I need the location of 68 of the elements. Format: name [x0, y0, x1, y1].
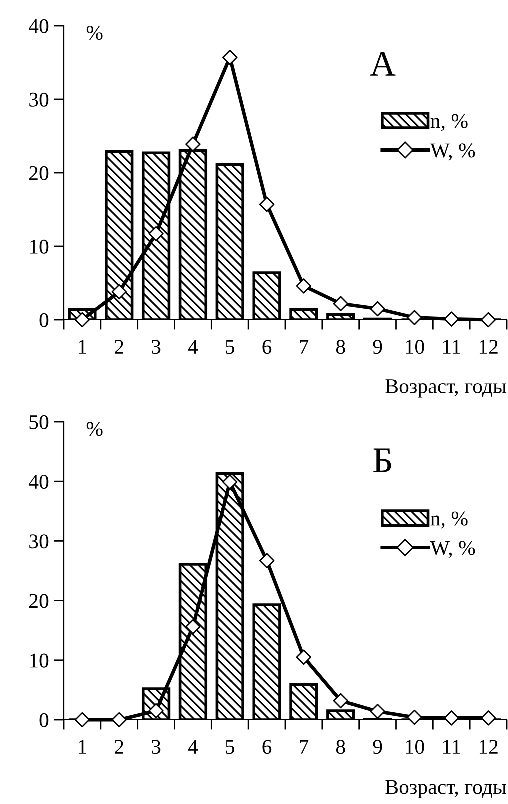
x-tick-label: 11: [443, 340, 460, 354]
point: [74, 312, 90, 328]
x-tick-label: 10: [406, 740, 424, 754]
x-tick-label: 1: [79, 740, 86, 754]
point: [259, 196, 275, 212]
point: [186, 619, 201, 635]
point: [74, 712, 90, 728]
x-tick-label: 6: [262, 740, 272, 754]
x-tick-label: 4: [188, 340, 198, 354]
y-tick-label: 30: [30, 534, 49, 549]
y-tick-label: 20: [30, 594, 49, 608]
point: [296, 650, 312, 666]
text: Б: [374, 448, 392, 472]
point: [370, 301, 386, 317]
x-tick-label: 9: [373, 740, 382, 754]
point: [333, 296, 349, 312]
y-tick-label: 30: [30, 92, 49, 107]
x-tick-label: 7: [300, 340, 309, 354]
x-tick-label: 8: [336, 740, 346, 754]
point: [480, 312, 496, 328]
y-tick-label: 10: [30, 654, 49, 668]
x-tick-label: 2: [115, 340, 124, 354]
x-tick-label: 12: [480, 340, 498, 354]
x-axis-title: Возраст, годы: [386, 780, 507, 798]
x-tick-label: 4: [188, 740, 198, 754]
y-tick-label: 50: [30, 415, 49, 430]
x-tick-label: 3: [152, 340, 161, 354]
point: [444, 312, 460, 327]
x-tick-label: 5: [226, 340, 235, 354]
x-tick-label: 11: [443, 740, 460, 754]
x-tick-label: 12: [480, 740, 498, 754]
text: А: [370, 52, 396, 76]
point: [112, 284, 128, 300]
x-tick-label: 6: [262, 340, 272, 354]
point: [222, 474, 238, 490]
y-tick-label: 40: [28, 19, 49, 34]
y-tick-label: 20: [30, 166, 49, 180]
y-axis-title: %: [86, 422, 103, 436]
point: [407, 710, 422, 726]
x-tick-label: 7: [300, 740, 309, 754]
point: [296, 278, 312, 294]
point: [407, 310, 422, 326]
y-tick-label: 10: [30, 240, 49, 254]
point: [112, 712, 128, 728]
point: [370, 704, 386, 720]
y-axis-title: %: [86, 26, 103, 40]
x-tick-label: 10: [406, 340, 424, 354]
legend-label: n, %: [430, 512, 468, 529]
x-tick-label: 3: [152, 740, 161, 754]
point: [480, 710, 496, 726]
x-tick-label: 9: [373, 340, 382, 354]
x-tick-label: 1: [79, 340, 86, 354]
x-tick-label: 5: [226, 740, 235, 754]
x-tick-label: 8: [336, 340, 346, 354]
y-tick-label: 0: [40, 313, 49, 328]
y-tick-label: 40: [28, 474, 49, 490]
legend-label: W, %: [430, 144, 476, 161]
point: [259, 553, 275, 569]
x-tick-label: 2: [115, 740, 124, 754]
point: [148, 226, 164, 242]
point: [333, 693, 349, 709]
point: [186, 136, 201, 152]
y-tick-label: 0: [40, 713, 49, 728]
x-axis-title: Возраст, годы: [386, 380, 507, 398]
legend-label: n, %: [430, 114, 468, 132]
legend-label: W, %: [430, 541, 476, 558]
point: [222, 50, 238, 66]
point: [444, 710, 460, 726]
